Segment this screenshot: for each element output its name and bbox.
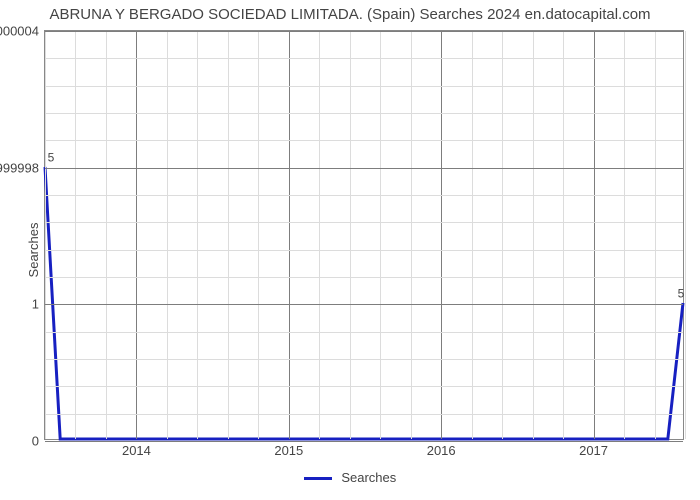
grid-major-h (45, 168, 683, 169)
y-tick-label: 1 (32, 297, 45, 312)
point-label: 5 (48, 150, 55, 164)
grid-minor-v (502, 31, 503, 439)
grid-major-h (45, 304, 683, 305)
grid-minor-h (45, 58, 683, 59)
point-label: 5 (678, 287, 685, 301)
legend: Searches (0, 470, 700, 485)
grid-major-v (136, 31, 137, 439)
grid-minor-v (319, 31, 320, 439)
grid-minor-v (624, 31, 625, 439)
grid-minor-v (228, 31, 229, 439)
grid-minor-v (258, 31, 259, 439)
grid-minor-v (685, 31, 686, 439)
grid-minor-h (45, 140, 683, 141)
grid-minor-v (533, 31, 534, 439)
grid-minor-v (350, 31, 351, 439)
grid-major-v (289, 31, 290, 439)
series-polyline (45, 167, 683, 439)
legend-swatch (304, 477, 332, 480)
grid-minor-v (75, 31, 76, 439)
grid-minor-h (45, 414, 683, 415)
grid-minor-v (655, 31, 656, 439)
chart-title: ABRUNA Y BERGADO SOCIEDAD LIMITADA. (Spa… (0, 6, 700, 23)
grid-minor-h (45, 222, 683, 223)
grid-minor-v (45, 31, 46, 439)
y-tick-label: 3.0000000000000004 (0, 24, 45, 39)
grid-major-h (45, 441, 683, 442)
grid-minor-v (197, 31, 198, 439)
grid-minor-v (563, 31, 564, 439)
y-axis-title: Searches (26, 223, 41, 278)
grid-minor-h (45, 195, 683, 196)
y-tick-label: 0 (32, 434, 45, 449)
legend-label: Searches (341, 470, 396, 485)
grid-minor-h (45, 86, 683, 87)
line-chart: ABRUNA Y BERGADO SOCIEDAD LIMITADA. (Spa… (0, 0, 700, 500)
grid-minor-v (106, 31, 107, 439)
series-line (45, 31, 683, 439)
grid-major-v (441, 31, 442, 439)
grid-minor-h (45, 277, 683, 278)
grid-minor-h (45, 250, 683, 251)
grid-minor-v (167, 31, 168, 439)
grid-minor-v (411, 31, 412, 439)
grid-minor-v (472, 31, 473, 439)
grid-minor-h (45, 359, 683, 360)
grid-minor-h (45, 332, 683, 333)
y-tick-label: 1.9999999999999998 (0, 160, 45, 175)
grid-major-h (45, 31, 683, 32)
grid-major-v (594, 31, 595, 439)
grid-minor-h (45, 113, 683, 114)
plot-area: 2014201520162017011.99999999999999983.00… (44, 30, 684, 440)
grid-minor-h (45, 386, 683, 387)
grid-minor-v (380, 31, 381, 439)
